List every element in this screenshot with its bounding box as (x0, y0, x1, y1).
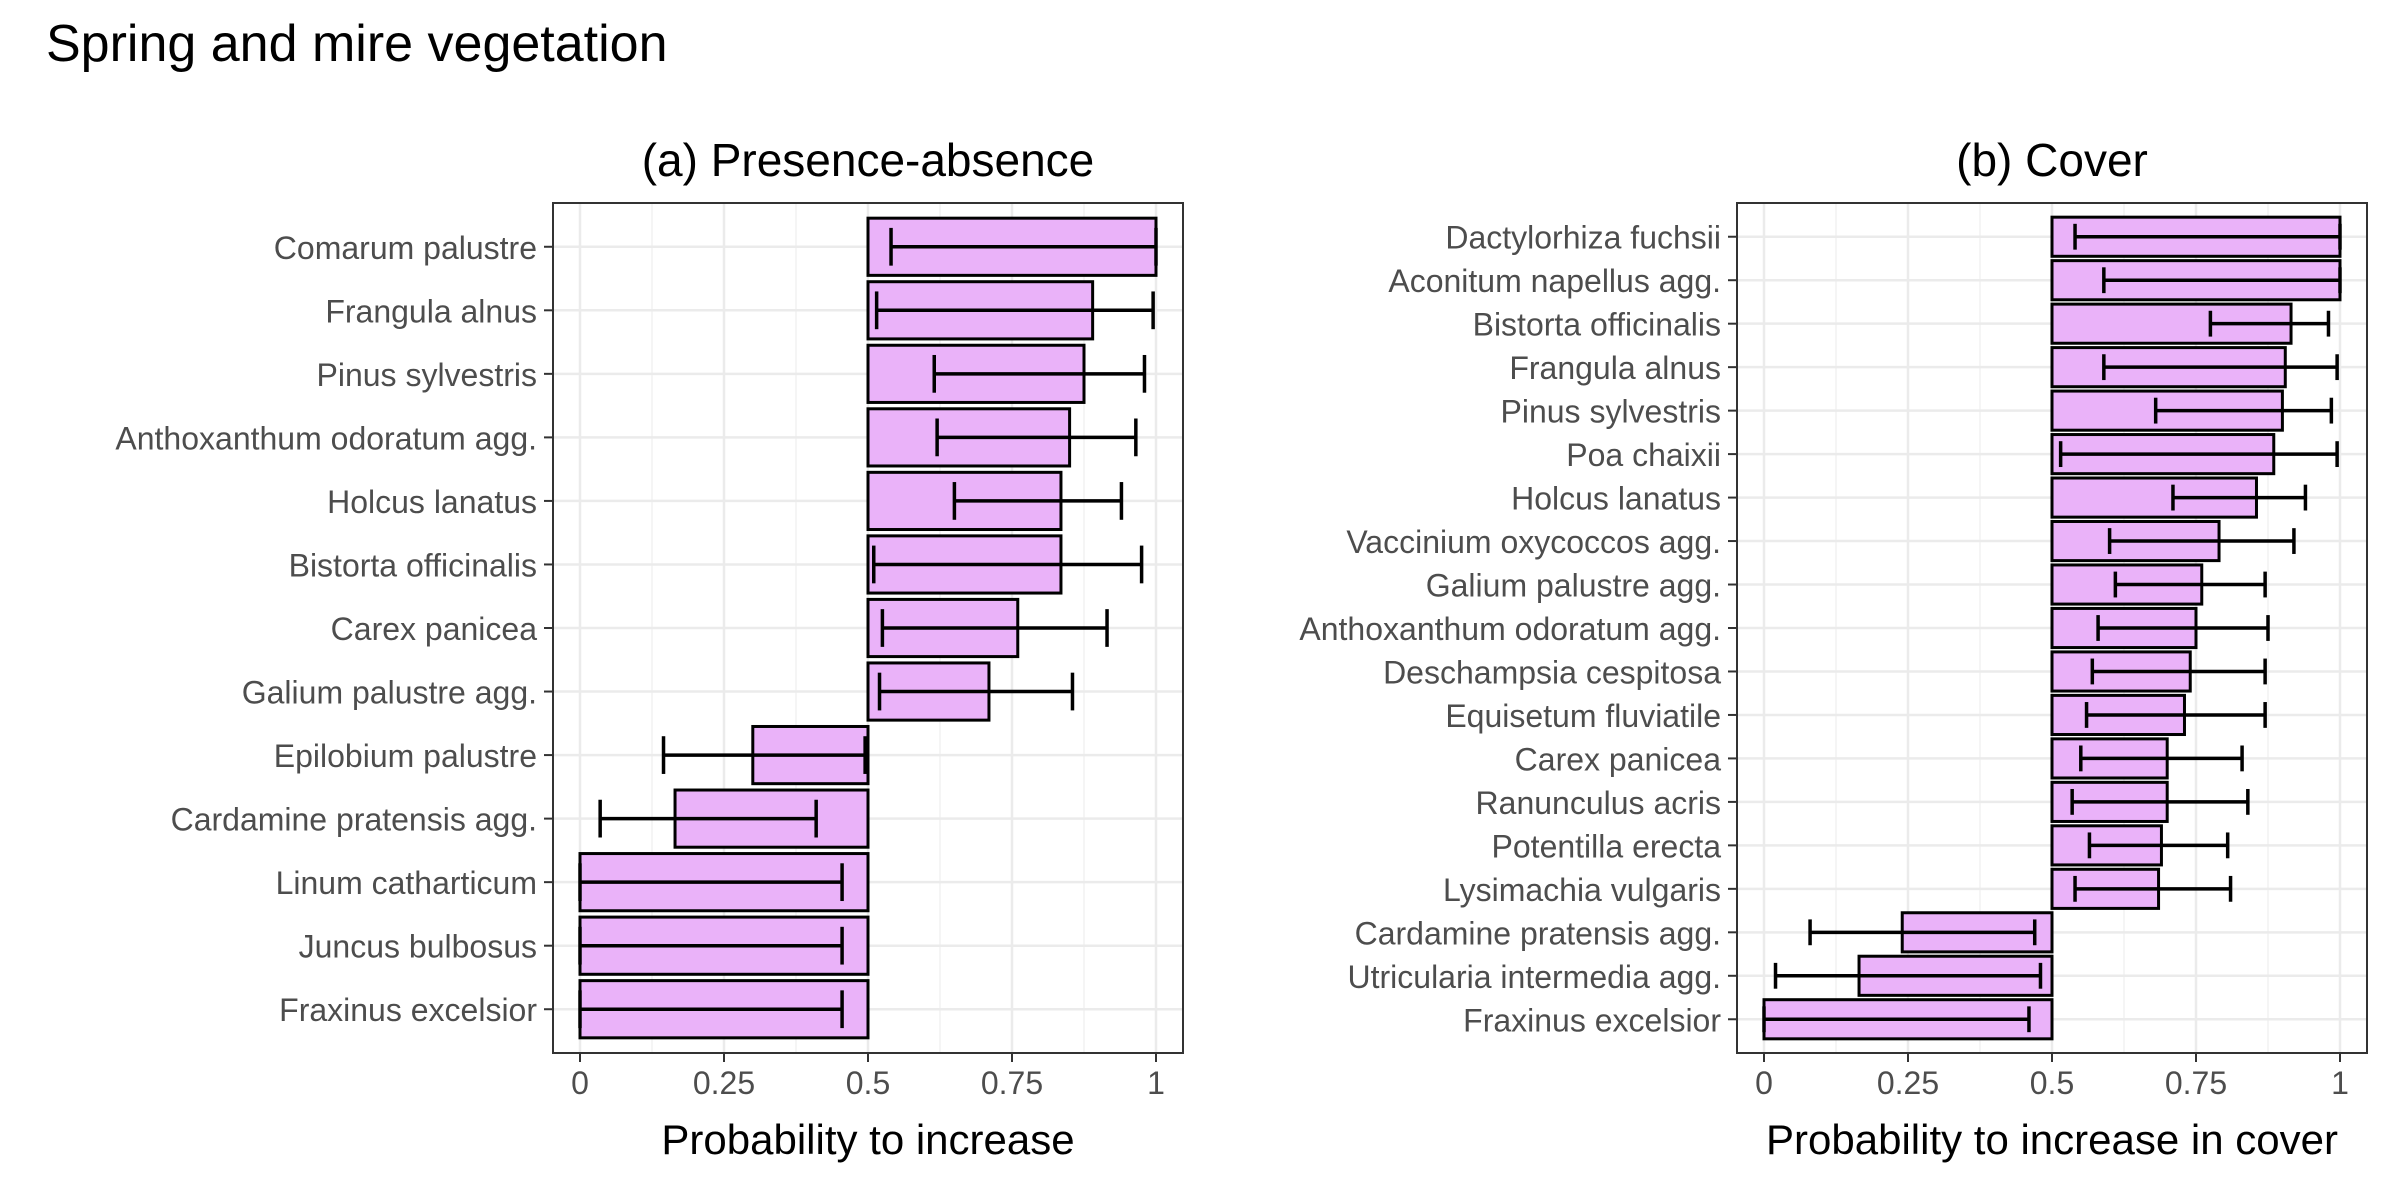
panel-a-category-label: Holcus lanatus (327, 484, 537, 520)
panel-b-x-tick-label: 0.5 (2030, 1065, 2074, 1101)
panel-b-category-label: Anthoxanthum odoratum agg. (1299, 611, 1721, 647)
panel-b-x-tick-label: 1 (2331, 1065, 2349, 1101)
panel-a-category-label: Fraxinus excelsior (279, 992, 537, 1028)
panel-b-category-label: Utricularia intermedia agg. (1348, 959, 1722, 995)
panel-a-category-label: Cardamine pratensis agg. (171, 802, 537, 838)
panel-a-category-label: Anthoxanthum odoratum agg. (115, 420, 537, 456)
panel-a-category-label: Juncus bulbosus (299, 929, 537, 965)
panel-a-category-label: Bistorta officinalis (289, 547, 537, 583)
panel-a-x-tick-label: 0.75 (981, 1065, 1043, 1101)
panel-a-category-label: Linum catharticum (276, 865, 537, 901)
panel-a-x-tick-label: 1 (1147, 1065, 1165, 1101)
panel-b-category-label: Carex panicea (1515, 741, 1722, 777)
panel-a-x-axis-label: Probability to increase (661, 1116, 1074, 1163)
panel-a-category-label: Galium palustre agg. (242, 675, 537, 711)
panel-a-category-label: Pinus sylvestris (317, 357, 538, 393)
panel-b-category-label: Frangula alnus (1509, 350, 1721, 386)
panel-b-x-tick-label: 0.25 (1877, 1065, 1939, 1101)
panel-a-category-label: Epilobium palustre (274, 738, 537, 774)
panel-b-category-label: Holcus lanatus (1511, 481, 1721, 517)
panel-b-title: (b) Cover (1956, 134, 2148, 186)
panel-b-category-label: Vaccinium oxycoccos agg. (1346, 524, 1721, 560)
panel-b-category-label: Bistorta officinalis (1473, 307, 1721, 343)
panel-a-x-tick-label: 0.5 (846, 1065, 890, 1101)
panel-b-category-label: Lysimachia vulgaris (1443, 872, 1721, 908)
panel-a-category-label: Carex panicea (331, 611, 538, 647)
panel-b-category-label: Galium palustre agg. (1426, 568, 1721, 604)
panel-b-category-label: Deschampsia cespitosa (1383, 654, 1721, 690)
panel-b-x-tick-label: 0.75 (2165, 1065, 2227, 1101)
panel-b-category-label: Ranunculus acris (1476, 785, 1721, 821)
panel-b-category-label: Poa chaixii (1566, 437, 1721, 473)
panel-b-category-label: Cardamine pratensis agg. (1355, 915, 1721, 951)
panel-a-title: (a) Presence-absence (642, 134, 1095, 186)
panel-b-category-label: Dactylorhiza fuchsii (1445, 220, 1721, 256)
panel-a-category-label: Comarum palustre (274, 230, 537, 266)
panel-b-category-label: Potentilla erecta (1492, 828, 1722, 864)
panel-b-category-label: Aconitum napellus agg. (1388, 263, 1721, 299)
panel-b-category-label: Pinus sylvestris (1501, 394, 1722, 430)
figure-title: Spring and mire vegetation (46, 15, 668, 73)
panel-b-category-label: Equisetum fluviatile (1445, 698, 1721, 734)
panel-b-x-axis-label: Probability to increase in cover (1766, 1116, 2338, 1163)
panel-a-x-tick-label: 0 (571, 1065, 589, 1101)
panel-b-category-label: Fraxinus excelsior (1463, 1002, 1721, 1038)
panel-b-x-tick-label: 0 (1755, 1065, 1773, 1101)
panel-a-category-label: Frangula alnus (325, 293, 537, 329)
panel-a-x-tick-label: 0.25 (693, 1065, 755, 1101)
